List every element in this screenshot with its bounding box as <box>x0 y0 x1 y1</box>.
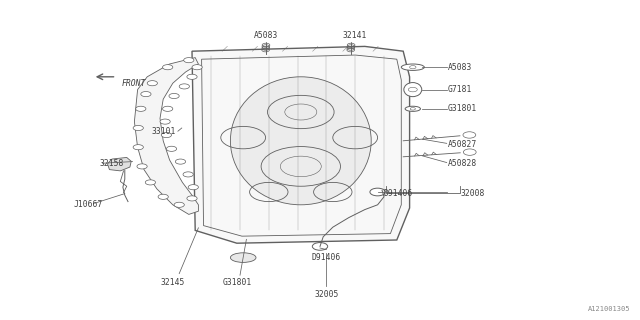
Text: 32145: 32145 <box>161 278 185 287</box>
Circle shape <box>187 196 197 201</box>
Ellipse shape <box>230 77 371 205</box>
Circle shape <box>192 65 202 70</box>
Text: G7181: G7181 <box>448 85 472 94</box>
Ellipse shape <box>230 253 256 262</box>
Text: A50828: A50828 <box>448 159 477 168</box>
Ellipse shape <box>405 106 420 111</box>
Circle shape <box>184 58 194 63</box>
Text: 32141: 32141 <box>343 31 367 40</box>
Text: A5083: A5083 <box>448 63 472 72</box>
Circle shape <box>145 180 156 185</box>
Text: 32008: 32008 <box>461 189 485 198</box>
Circle shape <box>160 119 170 124</box>
Polygon shape <box>108 157 131 171</box>
Circle shape <box>158 194 168 199</box>
Text: 32158: 32158 <box>99 159 124 168</box>
Text: G31801: G31801 <box>448 104 477 113</box>
Text: D91406: D91406 <box>384 189 413 198</box>
Text: A5083: A5083 <box>253 31 278 40</box>
Text: 32005: 32005 <box>314 290 339 299</box>
Circle shape <box>166 146 177 151</box>
Polygon shape <box>134 58 198 214</box>
Circle shape <box>463 149 476 155</box>
Circle shape <box>179 84 189 89</box>
Circle shape <box>174 202 184 207</box>
Circle shape <box>133 145 143 150</box>
Ellipse shape <box>404 83 422 97</box>
Circle shape <box>141 92 151 97</box>
Ellipse shape <box>401 64 424 70</box>
Text: A50827: A50827 <box>448 140 477 148</box>
Text: 33101: 33101 <box>152 127 176 136</box>
Circle shape <box>463 132 476 138</box>
Circle shape <box>163 65 173 70</box>
Circle shape <box>188 185 198 190</box>
Circle shape <box>183 172 193 177</box>
Circle shape <box>136 106 146 111</box>
Circle shape <box>137 164 147 169</box>
Text: A121001305: A121001305 <box>588 306 630 312</box>
Text: J10667: J10667 <box>74 200 103 209</box>
Circle shape <box>161 132 172 138</box>
Circle shape <box>187 74 197 79</box>
Text: D91406: D91406 <box>312 253 341 262</box>
Circle shape <box>163 106 173 111</box>
Circle shape <box>147 81 157 86</box>
Polygon shape <box>192 46 410 243</box>
Circle shape <box>133 125 143 131</box>
Text: FRONT: FRONT <box>122 79 146 88</box>
Circle shape <box>370 188 385 196</box>
Text: G31801: G31801 <box>222 278 252 287</box>
Circle shape <box>169 93 179 99</box>
Circle shape <box>312 243 328 250</box>
Circle shape <box>175 159 186 164</box>
